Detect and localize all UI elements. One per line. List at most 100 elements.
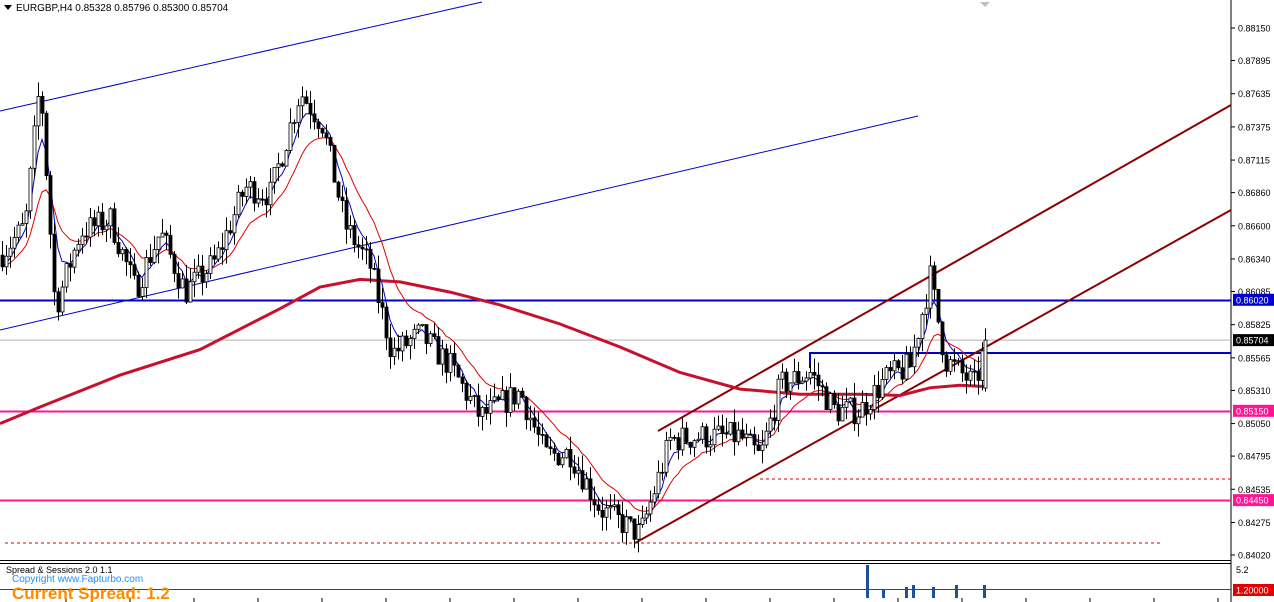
candle-body (84, 235, 89, 238)
candle-body (372, 267, 377, 270)
axis-tick-label: 0.87115 (1238, 156, 1270, 166)
candle-body (208, 255, 213, 274)
axis-tick-label: 0.84535 (1238, 485, 1271, 495)
candle-body (160, 232, 165, 238)
current-price-tag (1233, 334, 1274, 347)
candle-body (416, 324, 421, 330)
candle-body (204, 273, 209, 283)
candle-body (616, 504, 621, 515)
candle-body (768, 417, 773, 432)
candle-body (136, 274, 141, 297)
candle-body (4, 255, 9, 268)
candle-body (976, 370, 981, 381)
level-price-tag (1233, 293, 1274, 306)
candle-body (388, 337, 393, 358)
candle-body (948, 359, 953, 372)
candle-body (276, 163, 281, 168)
candle-body (224, 230, 229, 250)
candle-body (856, 416, 861, 425)
candle-body (588, 478, 593, 500)
candle-body (124, 248, 129, 263)
candle-body (656, 471, 661, 495)
candle-body (100, 211, 105, 231)
candle-body (640, 517, 645, 525)
candle-body (700, 426, 705, 440)
candle-body (732, 422, 737, 443)
axis-tick-label: 0.85050 (1238, 419, 1271, 429)
candle-body (564, 448, 569, 459)
candle-body (968, 370, 973, 381)
candle-body (356, 244, 361, 248)
candle-body (812, 372, 817, 376)
candle-body (784, 371, 789, 392)
candle-body (552, 448, 557, 454)
candle-body (964, 372, 969, 381)
candle-body (128, 261, 133, 266)
axis-tick-label: 0.87635 (1238, 89, 1271, 99)
candle-body (956, 360, 961, 363)
axis-tick-label: 0.85310 (1238, 386, 1271, 396)
candle-body (28, 167, 33, 212)
candle-body (60, 286, 65, 313)
candle-body (884, 367, 889, 380)
candle-body (820, 385, 825, 388)
candle-body (556, 452, 561, 466)
upper-blue-channel-line (0, 1, 483, 112)
candle-body (108, 208, 113, 227)
candle-body (708, 444, 713, 448)
candle-body (300, 96, 305, 107)
candle-body (436, 336, 441, 365)
candle-body (788, 382, 793, 392)
candle-body (696, 438, 701, 441)
candle-body (44, 112, 49, 177)
moving-averages (0, 113, 987, 526)
candle-body (200, 265, 205, 283)
candle-body (540, 434, 545, 436)
candle-body (220, 247, 225, 250)
candle-body (240, 191, 245, 197)
candle-body (568, 448, 573, 468)
candle-body (760, 444, 765, 451)
candle-body (792, 371, 797, 384)
candle-body (256, 198, 261, 204)
scroll-marker-icon (980, 2, 990, 7)
current-price-label: 0.85704 (1236, 336, 1269, 346)
spread-level-tag (1233, 584, 1274, 596)
spread-bar (955, 585, 958, 598)
level-price-tag (1233, 404, 1274, 417)
upper-channel-line (657, 104, 1232, 432)
candle-body (448, 352, 453, 373)
axis-tick-label: 0.86860 (1238, 188, 1271, 198)
level-price-tag (1233, 494, 1274, 507)
candle-body (512, 387, 517, 405)
candle-body (840, 406, 845, 422)
candle-body (900, 367, 905, 380)
candle-body (688, 442, 693, 448)
candle-body (764, 430, 769, 446)
axis-tick-label: 0.87375 (1238, 122, 1271, 132)
candle-body (624, 516, 629, 533)
current-spread-label: Current Spread: 1.2 (12, 584, 170, 602)
candle-body (288, 122, 293, 151)
candle-body (68, 263, 73, 268)
candle-body (896, 360, 901, 369)
candle-body (132, 264, 137, 276)
trend-lines (0, 1, 1232, 544)
axis-tick-label: 0.84020 (1238, 551, 1271, 561)
candle-body (736, 429, 741, 443)
candle-body (532, 417, 537, 428)
candle-body (144, 257, 149, 288)
candle-body (176, 273, 181, 289)
candle-body (752, 434, 757, 446)
candle-body (928, 265, 933, 309)
spread-subwindow: 1.20000 (0, 565, 1274, 602)
candle-body (648, 501, 653, 515)
candle-body (232, 214, 237, 234)
axis-tick-label: 0.88150 (1238, 24, 1271, 34)
candle-body (572, 466, 577, 474)
candle-body (816, 374, 821, 387)
candle-body (440, 348, 445, 365)
candle-body (720, 425, 725, 434)
candle-body (408, 338, 413, 347)
